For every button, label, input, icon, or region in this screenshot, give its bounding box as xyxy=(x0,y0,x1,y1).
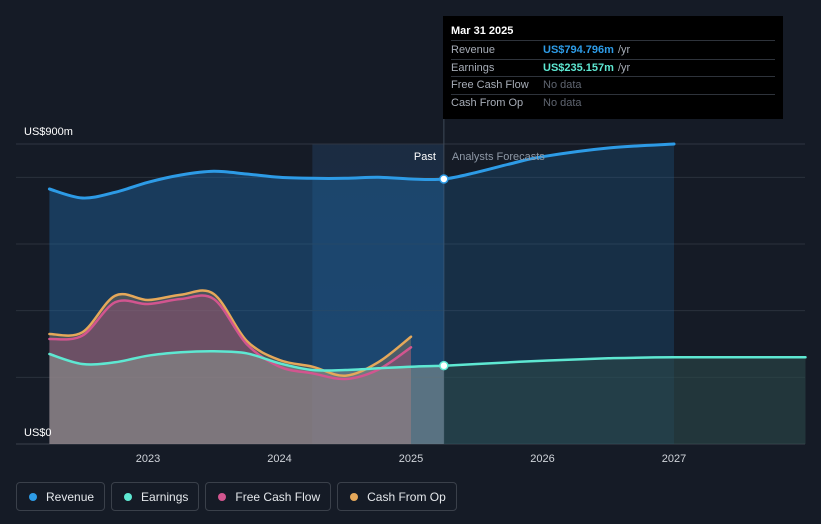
legend-label: Cash From Op xyxy=(367,489,446,504)
legend-dot-icon xyxy=(124,492,133,501)
legend-label: Earnings xyxy=(141,489,189,504)
tooltip-row: Cash From Op No data xyxy=(451,95,775,113)
x-tick-label-2027: 2027 xyxy=(662,453,686,465)
legend-dot-icon xyxy=(218,492,227,501)
tooltip-row-name: Cash From Op xyxy=(451,96,524,109)
tooltip-row: Revenue US$794.796m/yr xyxy=(451,42,775,60)
legend-dot-icon xyxy=(350,492,359,501)
legend-item-free-cash-flow[interactable]: Free Cash Flow xyxy=(205,482,332,511)
earnings-line xyxy=(48,350,807,372)
cfo-line xyxy=(48,289,413,377)
tooltip-row-value: US$235.157m xyxy=(543,61,614,74)
y-axis-min-label: US$0 xyxy=(24,427,52,439)
legend-dot-icon xyxy=(29,492,37,501)
forecast-label: Analysts Forecasts xyxy=(452,151,545,163)
tooltip-row-value: No data xyxy=(543,96,582,109)
x-tick-label-2024: 2024 xyxy=(267,453,291,465)
fcf-line xyxy=(48,294,413,381)
earnings-area-forecast xyxy=(443,357,806,444)
tooltip-row-unit: /yr xyxy=(617,61,631,74)
tooltip-date: Mar 31 2025 xyxy=(451,23,775,41)
tooltip-row-value: No data xyxy=(543,79,582,91)
tooltip: Mar 31 2025 Revenue US$794.796m/yr Earning… xyxy=(443,16,783,119)
past-label: Past xyxy=(414,151,436,163)
x-tick-label-2023: 2023 xyxy=(136,453,160,465)
legend: Revenue Earnings Free Cash Flow Cash From O… xyxy=(16,482,457,511)
legend-item-earnings[interactable]: Earnings xyxy=(111,482,200,511)
legend-label: Free Cash Flow xyxy=(235,489,321,504)
tooltip-row-name: Earnings xyxy=(451,61,495,74)
x-tick-label-2026: 2026 xyxy=(530,453,554,465)
revenue-line xyxy=(47,142,676,200)
legend-item-revenue[interactable]: Revenue xyxy=(16,482,106,511)
tooltip-row: Earnings US$235.157m/yr xyxy=(451,60,775,77)
tooltip-row-name: Free Cash Flow xyxy=(451,79,529,91)
tooltip-row-name: Revenue xyxy=(451,44,496,56)
x-tick-label-2025: 2025 xyxy=(399,453,423,465)
earnings-marker xyxy=(439,360,449,371)
revenue-marker xyxy=(439,174,449,184)
y-axis-max-label: US$900m xyxy=(24,126,73,138)
tooltip-row-value: US$794.796m xyxy=(543,44,614,56)
legend-label: Revenue xyxy=(46,489,95,504)
legend-item-cash-from-op[interactable]: Cash From Op xyxy=(337,482,457,511)
tooltip-row-unit: /yr xyxy=(617,44,631,56)
tooltip-row: Free Cash Flow No data xyxy=(451,77,775,95)
